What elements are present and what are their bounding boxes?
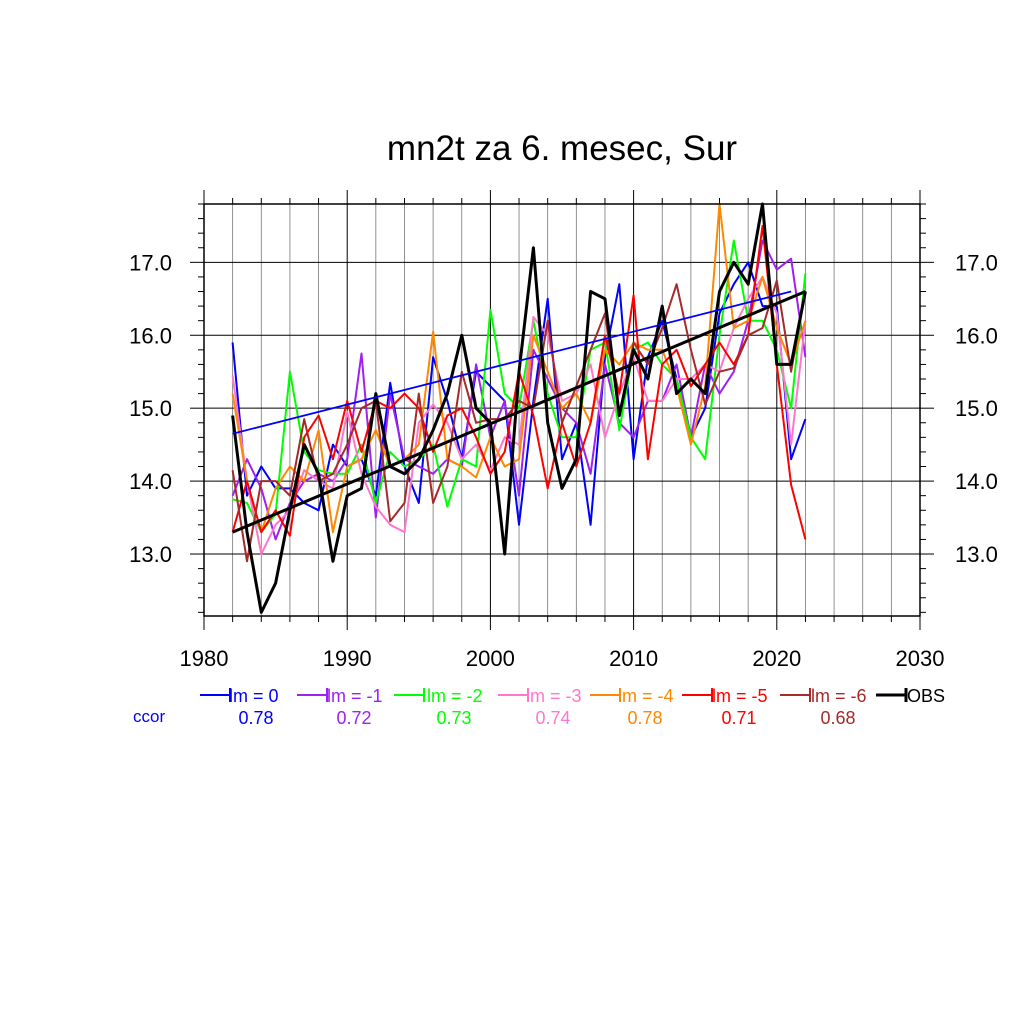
y-tick-label-left: 17.0 [129,250,172,275]
legend-label: lm = -6 [811,686,867,706]
ccor-label: ccor [133,707,165,726]
x-tick-label: 1980 [180,646,229,671]
legend-ccor-value: 0.78 [238,708,273,728]
trend-line-lm0 [232,290,792,435]
series-line-obs [231,202,807,614]
legend-label: OBS [907,686,945,706]
chart-title: mn2t za 6. mesec, Sur [387,129,737,168]
minor-ticks [190,190,934,630]
x-tick-label: 2030 [896,646,945,671]
series-lines [231,202,807,614]
trend-line-obs [232,290,807,534]
legend-label: lm = 0 [229,686,279,706]
legend-label: lm = -5 [712,686,768,706]
y-tick-label-right: 15.0 [955,396,998,421]
x-tick-label: 1990 [323,646,372,671]
plot-frame [203,203,921,617]
legend-label: lm = -4 [618,686,674,706]
series-line-lm-4 [231,203,807,534]
legend-ccor-value: 0.71 [721,708,756,728]
series-line-lm-2 [232,239,807,534]
y-tick-label-left: 14.0 [129,469,172,494]
y-tick-label-left: 16.0 [129,323,172,348]
y-tick-label-right: 14.0 [955,469,998,494]
legend-label: lm = -3 [526,686,582,706]
x-tick-label: 2010 [609,646,658,671]
axis-labels: 1980 1990 2000 2010 2020 2030 13.0 13.0 14.0 14.0… [129,250,998,671]
legend-ccor-value: 0.73 [436,708,471,728]
legend-ccor-value: 0.72 [336,708,371,728]
y-tick-label-right: 16.0 [955,323,998,348]
y-tick-label-right: 17.0 [955,250,998,275]
legend-label: lm = -1 [327,686,383,706]
x-tick-label: 2020 [752,646,801,671]
legend-ccor-value: 0.78 [627,708,662,728]
grid-lines [203,204,921,616]
x-tick-label: 2000 [466,646,515,671]
y-tick-label-left: 13.0 [129,542,172,567]
legend-ccor-value: 0.74 [535,708,570,728]
series-line-lm-0 [231,261,807,526]
y-tick-label-right: 13.0 [955,542,998,567]
trend-lines [232,290,807,534]
series-line-lm-1 [231,239,807,541]
legend-label: lm = -2 [427,686,483,706]
legend-ccor-value: 0.68 [820,708,855,728]
series-line-lm-6 [231,279,807,563]
y-tick-label-left: 15.0 [129,396,172,421]
